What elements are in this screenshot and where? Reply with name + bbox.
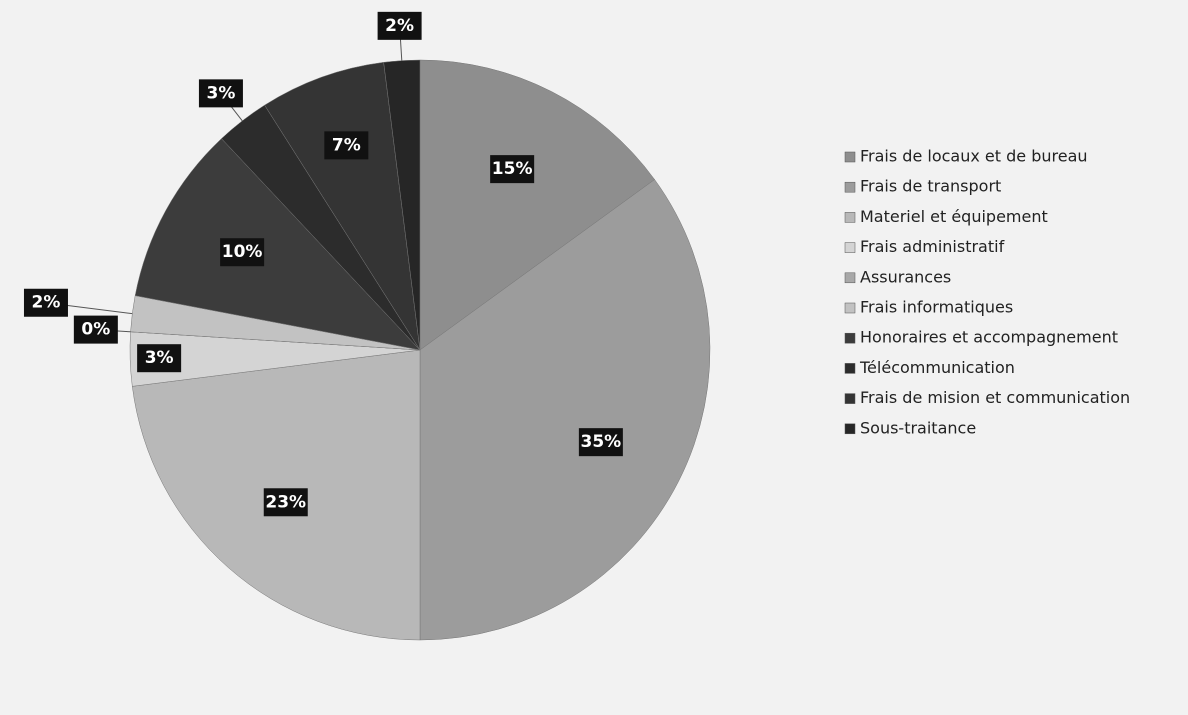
legend-swatch — [844, 272, 856, 284]
data-label: 2% — [385, 16, 414, 36]
data-label: 0% — [81, 320, 110, 340]
legend-label: Télécommunication — [859, 358, 1015, 377]
legend-label: Frais de locaux et de bureau — [860, 147, 1088, 166]
data-label: 7% — [332, 135, 361, 155]
legend-swatch — [844, 332, 856, 344]
label-box — [578, 428, 623, 457]
legend-swatch — [844, 363, 856, 374]
data-label: 23% — [265, 492, 306, 512]
label-box — [23, 288, 68, 317]
legend-swatch — [844, 423, 856, 435]
label-box — [198, 79, 243, 108]
data-label: 10% — [222, 242, 263, 262]
legend-swatch — [844, 393, 856, 404]
legend-label: Frais administratif — [860, 237, 1005, 256]
legend-label: Frais informatiques — [860, 298, 1013, 317]
legend-swatch — [844, 302, 856, 314]
legend-swatch — [844, 212, 856, 223]
legend-label: Frais de mision et communication — [860, 388, 1130, 407]
data-label: 3% — [145, 348, 174, 368]
label-box — [324, 131, 369, 160]
pie-slice — [419, 179, 711, 641]
label-box — [263, 488, 308, 517]
legend-swatch — [844, 181, 856, 193]
legend-label: Frais de transport — [860, 177, 1001, 196]
data-label: 35% — [581, 432, 622, 452]
label-box — [137, 344, 182, 373]
legend-label: Honoraires et accompagnement — [860, 328, 1118, 347]
pie-slice — [419, 59, 655, 351]
label-box — [220, 238, 265, 267]
legend-label: Materiel et équipement — [860, 207, 1048, 226]
label-box — [377, 11, 422, 40]
legend-label: Sous-traitance — [860, 418, 976, 437]
legend-label: Assurances — [860, 267, 951, 286]
legend-swatch — [844, 242, 856, 253]
data-label: 15% — [492, 159, 533, 179]
pie-slice — [264, 62, 421, 351]
data-label: 2% — [32, 293, 61, 313]
pie-slice — [134, 138, 421, 351]
label-box — [73, 315, 118, 344]
label-box — [490, 155, 535, 184]
legend-swatch — [844, 151, 856, 163]
data-label: 3% — [206, 83, 235, 103]
